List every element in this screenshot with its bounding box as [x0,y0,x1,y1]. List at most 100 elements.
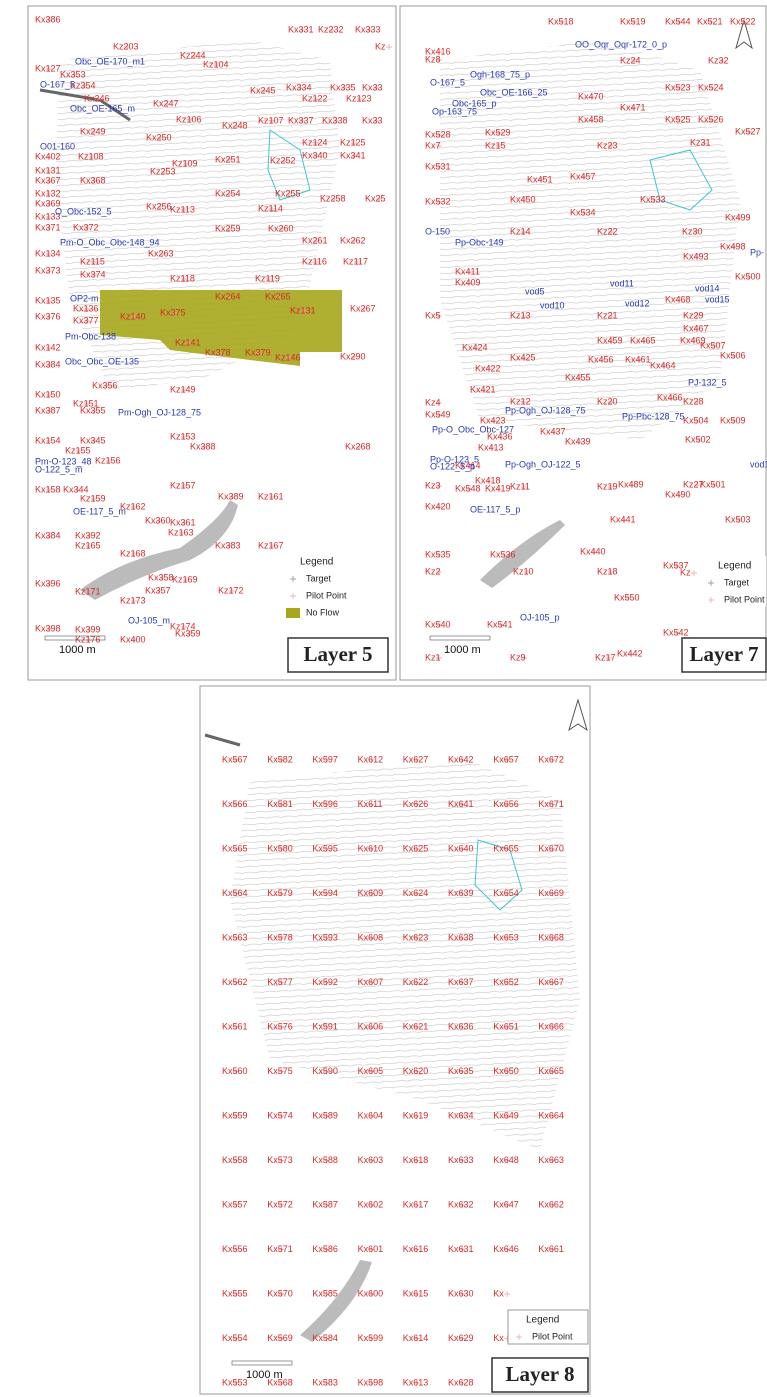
target-label: Kz119 [255,273,280,283]
target-label: Kx333 [355,24,381,34]
target-label: Kz4 [425,397,441,407]
target-label: Kx251 [215,154,241,164]
target-label: Kx672 [538,754,564,764]
pilot-point-label: OJ-105_m [128,615,170,625]
pilot-point-label: Pp- [750,247,764,257]
target-label: Kx420 [425,501,451,511]
target-label: Kx249 [80,126,106,136]
target-label: Kz253 [150,166,176,176]
target-label: Kz15 [485,140,506,150]
target-label: Kx372 [73,222,99,232]
target-label: Kx246 [84,93,110,103]
pilot-point-label: Pp-O_Obc_Obc-127 [432,424,514,434]
target-label: Kx441 [610,514,636,524]
pilot-point-label: vod14 [695,283,720,293]
target-label: Kx360 [145,515,171,525]
target-label: Kz252 [270,155,296,165]
target-label: Kx595 [312,843,338,853]
target-label: Kx265 [265,291,291,301]
target-label: Kz20 [597,396,618,406]
target-label: Kx649 [493,1110,519,1120]
target-label: Kx630 [448,1288,474,1298]
target-label: Kz141 [175,337,201,347]
target-label: Kx615 [403,1288,429,1298]
target-label: Kx127 [35,63,61,73]
target-label: Kx504 [683,415,709,425]
target-label: Kx359 [175,628,201,638]
target-label: Kx544 [665,16,691,26]
target-label: Kx398 [35,623,61,633]
pilot-point-label: Pm-Obc-138 [65,331,116,341]
target-label: Kx558 [222,1155,248,1165]
target-label: Kx600 [358,1288,384,1298]
target-label: Kz108 [78,151,104,161]
target-label: Kz23 [597,140,618,150]
target-label: Kx663 [538,1155,564,1165]
target-label: Kx375 [160,307,186,317]
target-label: Kx567 [222,754,248,764]
target-label: Kx335 [330,82,356,92]
target-label: Kz19 [597,481,618,491]
target-label: Kx338 [322,115,348,125]
target-label: Kx470 [578,91,604,101]
target-label: Kx353 [60,69,86,79]
target-label: Kx371 [35,222,61,232]
target-label: Kx574 [267,1110,293,1120]
target-label: Kz168 [120,548,146,558]
target-label: Kx456 [588,354,614,364]
target-label: Kx529 [485,127,511,137]
target-label: Kx442 [617,648,643,658]
target-label: Kx612 [358,754,384,764]
target-label: Kx531 [425,161,451,171]
pilot-point-label: O-167_5 [40,79,75,89]
target-label: Kx587 [312,1199,338,1209]
target-label: Kx384 [35,359,61,369]
target-label: Kx528 [425,129,451,139]
target-label: Kx570 [267,1288,293,1298]
target-label: Kz131 [290,305,316,315]
target-label: Kz13 [510,310,531,320]
target-label: Kx373 [35,265,61,275]
target-label: Kx368 [80,175,106,185]
target-label: Kx387 [35,405,61,415]
target-label: Kx413 [478,442,504,452]
target-label: Kx267 [350,303,376,313]
pilot-point-label: vod10 [540,300,565,310]
target-label: Kx563 [222,932,248,942]
target-label: Kx471 [620,102,646,112]
target-label: Kx532 [425,196,451,206]
scale-bar-label: 1000 m [59,644,96,656]
target-label: Kx256 [146,201,172,211]
target-label: Kx523 [665,82,691,92]
target-label: Kz146 [275,352,301,362]
target-label: Kz155 [65,445,91,455]
pilot-point-label: Pp-Ogh_OJ-122_5 [505,459,581,469]
target-label: Kz9 [510,652,526,662]
target-label: Kx671 [538,799,564,809]
target-label: Kx608 [358,932,384,942]
target-label: Kx603 [358,1155,384,1165]
scale-bar-label: 1000 m [444,644,481,656]
target-label: Kx334 [286,82,312,92]
pilot-point-label: O-150 [425,226,450,236]
target-label: Kx651 [493,1021,519,1031]
target-label: Kx654 [493,888,519,898]
pilot-point-label: O01-160 [40,141,75,151]
target-label: Kx499 [725,212,751,222]
target-label: Kx331 [288,24,314,34]
target-label: Kx576 [267,1021,293,1031]
target-label: Kx669 [538,888,564,898]
pilot-point-label: Pp-Obc-149 [455,237,504,247]
pilot-point-label: vod5 [525,286,545,296]
target-label: Kx616 [403,1244,429,1254]
target-label: Kx290 [340,351,366,361]
target-label: Kz29 [683,310,704,320]
target-label: Kx648 [493,1155,519,1165]
target-label: Kz161 [258,491,284,501]
target-label: Kx392 [75,530,101,540]
target-label: Kz232 [318,24,344,34]
target-label: Kx549 [425,409,451,419]
target-label: Kx524 [698,82,724,92]
legend-title: Legend [300,557,333,568]
target-label: Kx602 [358,1199,384,1209]
